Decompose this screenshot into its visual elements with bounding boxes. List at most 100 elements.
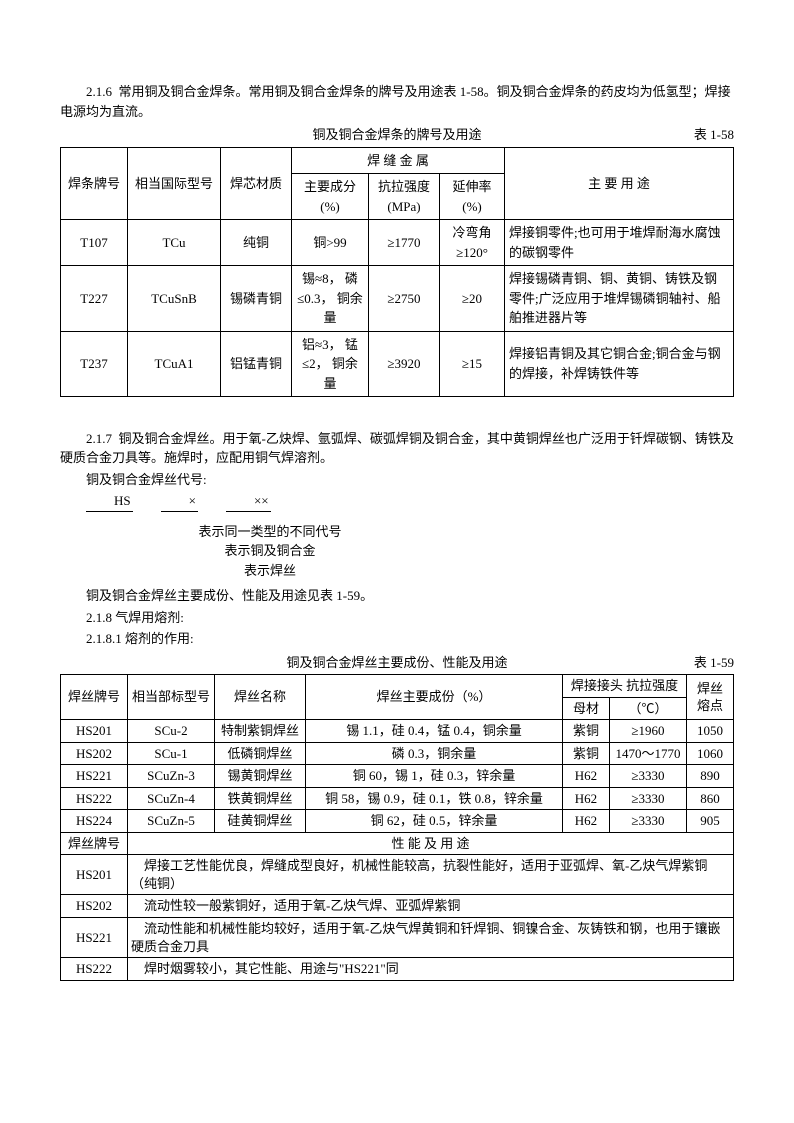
td: HS202 [61, 895, 128, 918]
td: 860 [687, 787, 734, 810]
th: 主要成分 (%) [292, 174, 369, 220]
td: H62 [563, 765, 610, 788]
td: SCuZn-3 [128, 765, 215, 788]
td: ≥3330 [610, 810, 687, 833]
table-59: 焊丝牌号 相当部标型号 焊丝名称 焊丝主要成份（%） 焊接接头 抗拉强度 焊丝 … [60, 674, 734, 981]
td: T237 [61, 331, 128, 397]
td: 905 [687, 810, 734, 833]
th: 焊丝 熔点 [687, 675, 734, 720]
td: 紫铜 [563, 742, 610, 765]
code-part: × [161, 491, 198, 512]
td: TCuA1 [128, 331, 221, 397]
td: 铝锰青铜 [221, 331, 292, 397]
th: 抗拉强度 (MPa) [369, 174, 440, 220]
td: HS224 [61, 810, 128, 833]
table-row: T107 TCu 纯铜 铜>99 ≥1770 冷弯角 ≥120° 焊接铜零件;也… [61, 220, 734, 266]
td: 硅黄铜焊丝 [215, 810, 306, 833]
sec-text: 常用铜及铜合金焊条。常用铜及铜合金焊条的牌号及用途表 1-58。铜及铜合金焊条的… [60, 84, 731, 119]
para-after3: 2.1.8.1 熔剂的作用: [60, 629, 734, 649]
sec-num: 2.1.6 [86, 84, 112, 99]
th: 延伸率 (%) [440, 174, 505, 220]
table-58: 焊条牌号 相当国际型号 焊芯材质 焊 缝 金 属 主 要 用 途 主要成分 (%… [60, 147, 734, 398]
td: ≥15 [440, 331, 505, 397]
code-desc: 表示同一类型的不同代号 表示铜及铜合金 表示焊丝 [60, 522, 734, 581]
code-part: ×× [226, 491, 271, 512]
table59-title: 铜及铜合金焊丝主要成份、性能及用途 表 1-59 [60, 653, 734, 673]
th: 焊接接头 抗拉强度 [563, 675, 687, 698]
th: 相当国际型号 [128, 147, 221, 220]
table-row: 焊条牌号 相当国际型号 焊芯材质 焊 缝 金 属 主 要 用 途 [61, 147, 734, 174]
table-row: HS201 SCu-2 特制紫铜焊丝 锡 1.1，硅 0.4，锰 0.4，铜余量… [61, 720, 734, 743]
td: 1060 [687, 742, 734, 765]
td: ≥3330 [610, 787, 687, 810]
td: 锡磷青铜 [221, 266, 292, 332]
desc-line: 表示铜及铜合金 [140, 541, 400, 561]
th: 焊 缝 金 属 [292, 147, 505, 174]
td: 焊时烟雾较小，其它性能、用途与"HS221"同 [128, 958, 734, 981]
td: ≥1960 [610, 720, 687, 743]
td: TCu [128, 220, 221, 266]
td: 1470～1770 [610, 742, 687, 765]
td: SCu-2 [128, 720, 215, 743]
td: 磷 0.3，铜余量 [306, 742, 563, 765]
desc-line: 表示同一类型的不同代号 [140, 522, 400, 542]
table59-caption: 铜及铜合金焊丝主要成份、性能及用途 [286, 653, 507, 673]
code-label: 铜及铜合金焊丝代号: [60, 470, 734, 490]
td: HS222 [61, 787, 128, 810]
td: 铜>99 [292, 220, 369, 266]
table-row: 焊丝牌号 相当部标型号 焊丝名称 焊丝主要成份（%） 焊接接头 抗拉强度 焊丝 … [61, 675, 734, 698]
sec-text: 铜及铜合金焊丝。用于氧-乙炔焊、氩弧焊、碳弧焊铜及铜合金，其中黄铜焊丝也广泛用于… [60, 431, 734, 466]
td: ≥3330 [610, 765, 687, 788]
th: 性 能 及 用 途 [128, 832, 734, 855]
td: HS201 [61, 720, 128, 743]
td: 焊接铜零件;也可用于堆焊耐海水腐蚀的碳钢零件 [505, 220, 734, 266]
th: 焊丝牌号 [61, 832, 128, 855]
code-part: HS [86, 491, 133, 512]
td: 锡 1.1，硅 0.4，锰 0.4，铜余量 [306, 720, 563, 743]
table58-title: 铜及铜合金焊条的牌号及用途 表 1-58 [60, 125, 734, 145]
td: TCuSnB [128, 266, 221, 332]
desc-line: 表示焊丝 [140, 561, 400, 581]
td: 铁黄铜焊丝 [215, 787, 306, 810]
td: 冷弯角 ≥120° [440, 220, 505, 266]
td: 焊接铝青铜及其它铜合金;铜合金与钢的焊接，补焊铸铁件等 [505, 331, 734, 397]
td: H62 [563, 810, 610, 833]
table-row: 焊丝牌号 性 能 及 用 途 [61, 832, 734, 855]
td: T227 [61, 266, 128, 332]
sec-num: 2.1.7 [86, 431, 112, 446]
table-row: HS224 SCuZn-5 硅黄铜焊丝 铜 62，硅 0.5，锌余量 H62 ≥… [61, 810, 734, 833]
td: ≥3920 [369, 331, 440, 397]
td: HS222 [61, 958, 128, 981]
para-after2: 2.1.8 气焊用熔剂: [60, 608, 734, 628]
code-line: HS × ×× [60, 491, 734, 512]
td: 1050 [687, 720, 734, 743]
td: 890 [687, 765, 734, 788]
th: 焊丝牌号 [61, 675, 128, 720]
td: 紫铜 [563, 720, 610, 743]
para-217: 2.1.7 铜及铜合金焊丝。用于氧-乙炔焊、氩弧焊、碳弧焊铜及铜合金，其中黄铜焊… [60, 429, 734, 468]
td: 流动性较一般紫铜好，适用于氧-乙炔气焊、亚弧焊紫铜 [128, 895, 734, 918]
td: HS221 [61, 918, 128, 958]
td: ≥2750 [369, 266, 440, 332]
td: SCuZn-4 [128, 787, 215, 810]
table-row: HS201 焊接工艺性能优良，焊缝成型良好，机械性能较高，抗裂性能好，适用于亚弧… [61, 855, 734, 895]
td: ≥20 [440, 266, 505, 332]
td: SCu-1 [128, 742, 215, 765]
th: 焊条牌号 [61, 147, 128, 220]
para-after1: 铜及铜合金焊丝主要成份、性能及用途见表 1-59。 [60, 586, 734, 606]
th: 焊芯材质 [221, 147, 292, 220]
td: HS202 [61, 742, 128, 765]
th: 主 要 用 途 [505, 147, 734, 220]
td: 锡≈8， 磷≤0.3， 铜余量 [292, 266, 369, 332]
td: 铜 58，锡 0.9，硅 0.1，铁 0.8，锌余量 [306, 787, 563, 810]
td: 特制紫铜焊丝 [215, 720, 306, 743]
table58-caption: 铜及铜合金焊条的牌号及用途 [312, 125, 481, 145]
table-row: HS202 SCu-1 低磷铜焊丝 磷 0.3，铜余量 紫铜 1470～1770… [61, 742, 734, 765]
td: HS221 [61, 765, 128, 788]
td: 铝≈3， 锰≤2， 铜余量 [292, 331, 369, 397]
th: 相当部标型号 [128, 675, 215, 720]
table-row: T227 TCuSnB 锡磷青铜 锡≈8， 磷≤0.3， 铜余量 ≥2750 ≥… [61, 266, 734, 332]
para-216: 2.1.6 常用铜及铜合金焊条。常用铜及铜合金焊条的牌号及用途表 1-58。铜及… [60, 82, 734, 121]
td: 纯铜 [221, 220, 292, 266]
td: H62 [563, 787, 610, 810]
